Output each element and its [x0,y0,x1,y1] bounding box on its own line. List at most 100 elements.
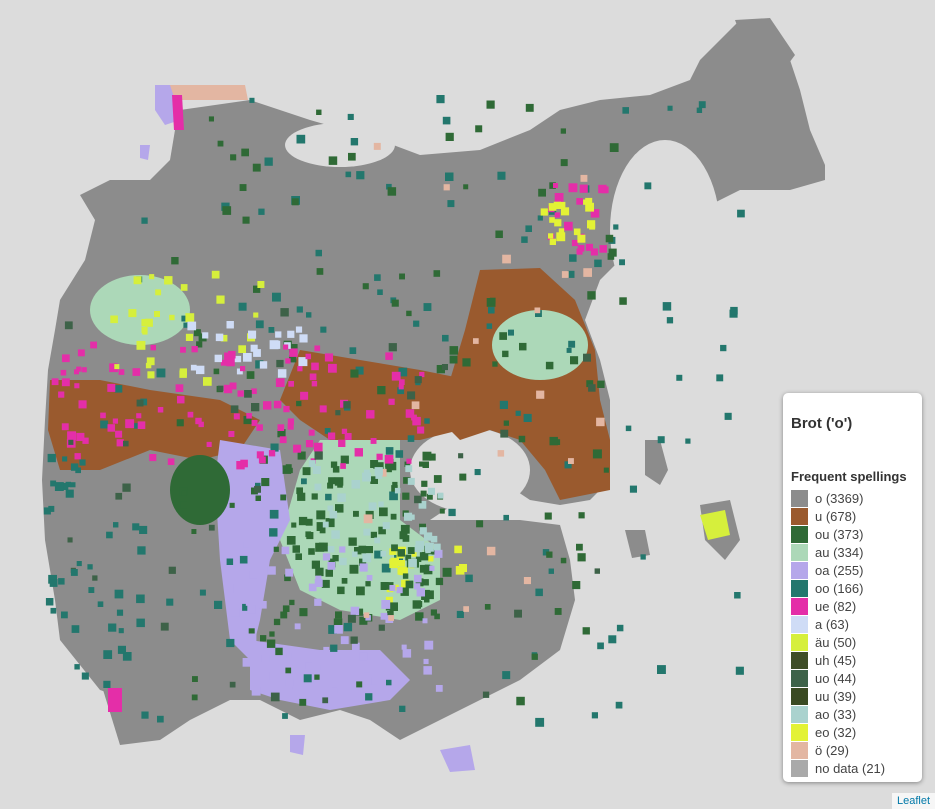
spelling-cell [334,477,344,486]
spelling-cell [183,322,189,328]
spelling-cell [347,614,356,623]
spelling-cell [74,453,81,460]
leaflet-attribution-link[interactable]: Leaflet [891,793,935,809]
spelling-cell [128,309,137,318]
spelling-cell [144,318,153,327]
spelling-cell [226,558,234,565]
legend-subtitle: Frequent spellings [791,469,907,484]
spelling-cell [344,433,352,440]
spelling-cell [240,366,246,372]
spelling-cell [340,463,346,469]
spelling-cell [365,581,371,587]
spelling-cell [226,638,235,648]
spelling-cell [247,605,256,614]
spelling-cell [428,556,434,562]
spelling-cell [463,184,469,190]
spelling-cell [560,557,567,564]
spelling-cell [403,477,410,484]
spelling-cell [320,326,327,333]
spelling-cell [137,421,146,429]
spelling-cell [407,435,415,442]
spelling-cell [139,525,148,534]
spelling-cell [294,623,301,630]
spelling-cell [286,653,292,659]
legend-label: oo (166) [815,580,864,596]
spelling-cell [523,413,532,422]
spelling-cell [242,216,250,224]
spelling-cell [622,107,629,114]
legend-item: au (334) [791,543,914,561]
spelling-cell [419,371,425,378]
spelling-cell [255,320,264,329]
spelling-cell [425,542,434,552]
spelling-cell [77,349,85,357]
spelling-cell [81,367,87,373]
spelling-cell [333,618,343,627]
spelling-cell [589,223,596,230]
spelling-cell [270,692,280,702]
spelling-cell [568,340,576,348]
spelling-cell [414,376,422,384]
spelling-cell [350,138,359,146]
spelling-cell [266,639,276,648]
spelling-cell [423,303,432,311]
spelling-cell [238,302,247,311]
spelling-cell [305,440,314,448]
spelling-cell [236,368,243,375]
spelling-cell [286,536,296,545]
spelling-cell [370,531,377,538]
spelling-cell [434,613,440,620]
spelling-cell [325,493,332,501]
spelling-cell [328,432,336,440]
islet-south [290,735,305,755]
spelling-cell [391,299,399,307]
spelling-cell [549,436,558,446]
spelling-cell [545,361,554,370]
spelling-cell [422,451,432,461]
spelling-cell [192,676,198,682]
spelling-cell [269,631,275,637]
spelling-cell [374,550,383,559]
legend-label: no data (21) [815,760,886,776]
spelling-cell [378,526,386,535]
spelling-cell [502,254,511,264]
legend-list: o (3369) u (678) ou (373) au (334) oa (255) o… [791,489,914,777]
legend-swatch [791,687,808,705]
spelling-cell [518,435,526,443]
spelling-cell [107,383,116,392]
spelling-cell [65,489,74,498]
spelling-cell [303,674,312,683]
spelling-cell [118,628,124,634]
spelling-cell [328,156,338,165]
inlet-center [410,428,530,512]
spelling-cell [259,361,268,369]
spelling-cell [289,599,295,606]
spelling-cell [534,307,541,314]
spelling-cell [100,412,106,419]
spelling-cell [590,248,598,256]
spelling-cell [502,671,511,680]
spelling-cell [305,518,313,526]
spelling-cell [141,217,148,224]
spelling-cell [462,358,471,367]
spelling-cell [115,430,123,438]
spelling-cell [311,362,319,371]
spelling-cell [405,580,414,589]
spelling-cell [389,559,399,569]
spelling-cell [191,694,198,701]
spelling-cell [580,174,588,182]
spelling-cell [230,154,237,161]
spelling-cell [122,652,132,661]
region-ne-tip [735,18,795,75]
spelling-cell [217,140,224,147]
spelling-cell [599,245,607,253]
spelling-cell [356,586,365,596]
spelling-cell [261,478,270,487]
spelling-cell [459,473,467,481]
spelling-cell [564,461,572,469]
spelling-cell [435,577,444,586]
spelling-cell [358,545,367,554]
spelling-cell [295,677,303,684]
